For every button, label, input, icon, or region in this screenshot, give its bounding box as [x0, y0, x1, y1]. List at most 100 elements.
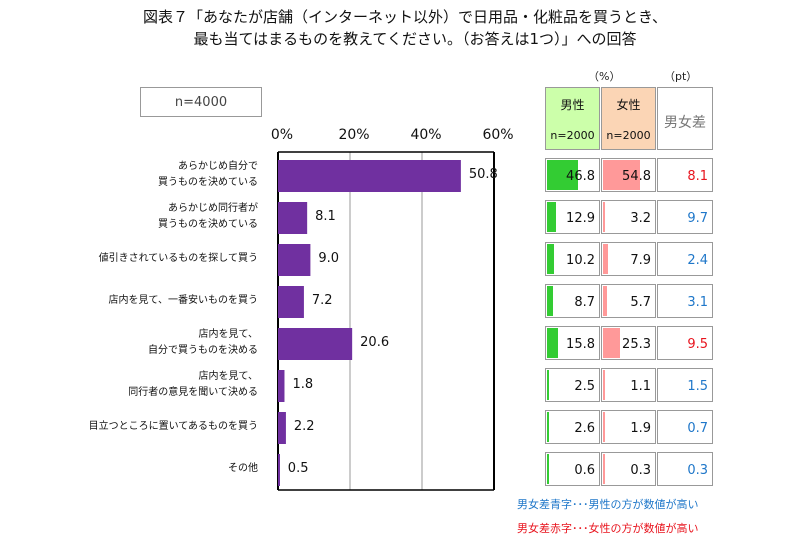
- female-value: 7.9: [630, 253, 651, 268]
- diff-value: 3.1: [687, 295, 708, 310]
- bar: [278, 202, 308, 234]
- male-cell: 46.8: [545, 158, 600, 192]
- x-tick-label: 40%: [410, 127, 442, 143]
- female-header-label: 女性: [616, 98, 641, 112]
- female-value: 1.1: [630, 379, 651, 394]
- female-cell: 7.9: [601, 242, 656, 276]
- diff-header-label: 男女差: [664, 115, 706, 131]
- bar: [278, 370, 285, 402]
- female-minibar: [603, 286, 607, 316]
- male-cell: 15.8: [545, 326, 600, 360]
- legend-red: 男女差赤字･･･女性の方が数値が高い: [517, 522, 699, 535]
- unit-percent: （%）: [588, 70, 621, 83]
- bar: [278, 244, 311, 276]
- diff-cell: 9.7: [657, 200, 713, 234]
- female-minibar: [603, 454, 605, 484]
- female-header: 女性 n=2000: [601, 87, 656, 150]
- diff-cell: 3.1: [657, 284, 713, 318]
- female-cell: 3.2: [601, 200, 656, 234]
- diff-value: 9.5: [687, 337, 708, 352]
- category-label: 店内を見て、 自分で買うものを決める: [148, 329, 258, 356]
- male-minibar: [547, 202, 556, 232]
- male-value: 2.5: [574, 379, 595, 394]
- chart-title-line2: 最も当てはまるものを教えてください。（お答えは1つ）」への回答: [193, 30, 637, 48]
- diff-value: 2.4: [687, 253, 708, 268]
- category-label: 目立つところに置いてあるものを買う: [88, 421, 258, 432]
- male-cell: 2.5: [545, 368, 600, 402]
- diff-cell: 0.7: [657, 410, 713, 444]
- bar-value-label: 2.2: [293, 419, 315, 434]
- male-value: 15.8: [566, 337, 595, 352]
- legend-blue: 男女差青字･･･男性の方が数値が高い: [517, 498, 699, 511]
- bar-value-label: 1.8: [292, 377, 314, 392]
- male-cell: 12.9: [545, 200, 600, 234]
- male-minibar: [547, 412, 549, 442]
- male-minibar: [547, 286, 553, 316]
- bar-value-label: 7.2: [311, 293, 333, 308]
- female-minibar: [603, 370, 605, 400]
- diff-cell: 9.5: [657, 326, 713, 360]
- category-label: 値引きされているものを探して買う: [98, 253, 258, 264]
- category-label: その他: [228, 463, 258, 474]
- sample-size-box: n=4000: [140, 87, 262, 117]
- diff-cell: 2.4: [657, 242, 713, 276]
- male-minibar: [547, 370, 549, 400]
- diff-value: 9.7: [687, 211, 708, 226]
- diff-cell: 1.5: [657, 368, 713, 402]
- female-value: 1.9: [630, 421, 651, 436]
- x-tick-label: 20%: [338, 127, 370, 143]
- female-minibar: [603, 202, 606, 232]
- female-value: 3.2: [630, 211, 651, 226]
- female-cell: 1.9: [601, 410, 656, 444]
- male-minibar: [547, 244, 554, 274]
- male-minibar: [547, 160, 579, 190]
- male-minibar: [547, 454, 549, 484]
- category-label: 店内を見て、 同行者の意見を聞いて決める: [128, 371, 258, 398]
- diff-cell: 8.1: [657, 158, 713, 192]
- male-cell: 2.6: [545, 410, 600, 444]
- male-value: 0.6: [574, 463, 595, 478]
- bar: [278, 412, 286, 444]
- male-value: 8.7: [574, 295, 595, 310]
- bar-value-label: 0.5: [287, 461, 309, 476]
- female-n-label: n=2000: [606, 129, 651, 142]
- bar: [278, 328, 353, 360]
- female-minibar: [603, 160, 640, 190]
- bar-value-label: 9.0: [318, 251, 340, 266]
- female-value: 5.7: [630, 295, 651, 310]
- female-cell: 5.7: [601, 284, 656, 318]
- bar: [278, 454, 280, 486]
- female-cell: 25.3: [601, 326, 656, 360]
- category-label: 店内を見て、一番安いものを買う: [108, 295, 259, 306]
- male-header: 男性 n=2000: [545, 87, 600, 150]
- x-tick-label: 60%: [482, 127, 514, 143]
- bar-value-label: 20.6: [360, 335, 390, 350]
- diff-value: 0.3: [687, 463, 708, 478]
- male-value: 46.8: [566, 169, 595, 184]
- female-minibar: [603, 412, 605, 442]
- male-minibar: [547, 328, 558, 358]
- female-value: 25.3: [622, 337, 651, 352]
- female-minibar: [603, 328, 620, 358]
- x-tick-label: 0%: [270, 127, 294, 143]
- category-label: あらかじめ同行者が 買うものを決めている: [158, 203, 258, 230]
- diff-cell: 0.3: [657, 452, 713, 486]
- unit-point: （pt）: [664, 70, 698, 83]
- bar: [278, 286, 304, 318]
- male-n-label: n=2000: [550, 129, 595, 142]
- male-value: 10.2: [566, 253, 595, 268]
- diff-value: 0.7: [687, 421, 708, 436]
- female-cell: 0.3: [601, 452, 656, 486]
- diff-value: 1.5: [687, 379, 708, 394]
- bar-value-label: 50.8: [468, 167, 498, 182]
- male-cell: 0.6: [545, 452, 600, 486]
- female-value: 0.3: [630, 463, 651, 478]
- male-cell: 8.7: [545, 284, 600, 318]
- bar-value-label: 8.1: [315, 209, 336, 224]
- male-value: 2.6: [574, 421, 595, 436]
- bar: [278, 160, 461, 192]
- male-header-label: 男性: [560, 98, 585, 112]
- female-minibar: [603, 244, 609, 274]
- diff-value: 8.1: [687, 169, 708, 184]
